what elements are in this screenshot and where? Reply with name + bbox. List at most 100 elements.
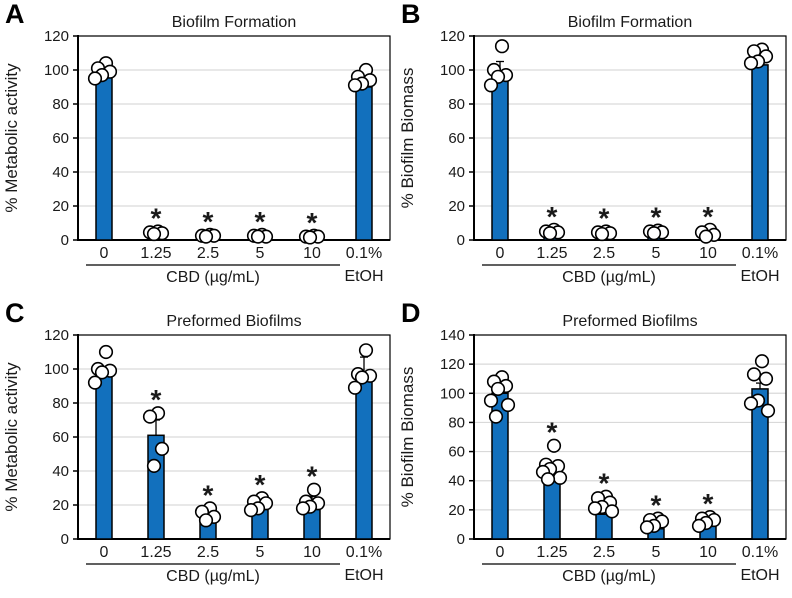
data-point	[87, 71, 103, 86]
data-point	[146, 458, 162, 473]
panel-letter-c: C	[5, 298, 25, 328]
significance-asterisk: *	[651, 490, 662, 521]
y-axis-title: % Metabolic activity	[2, 362, 21, 512]
chart-title: Biofilm Formation	[172, 14, 296, 31]
data-point	[500, 397, 516, 413]
data-point	[760, 403, 776, 418]
data-point	[354, 370, 370, 385]
panel-d: D 0 20 40 60 80 100 120 140 * * * * 0 1.25 2.5 5 10 0.1% E…	[396, 299, 792, 598]
y-tick-label: 120	[44, 28, 69, 45]
y-tick-label: 0	[61, 531, 69, 548]
chart-title: Biofilm Formation	[568, 14, 692, 31]
x-category-label: 0	[100, 544, 109, 561]
data-point	[546, 438, 562, 453]
y-tick-label: 40	[52, 164, 69, 181]
x-category-label: 2.5	[197, 245, 219, 262]
chart-title: Preformed Biofilms	[166, 313, 301, 330]
bar	[355, 86, 373, 241]
control-label-bottom: EtOH	[740, 567, 779, 584]
control-label-top: 0.1%	[742, 544, 778, 561]
x-category-label: 5	[652, 544, 661, 561]
bar	[491, 77, 509, 241]
significance-asterisk: *	[703, 488, 714, 519]
significance-asterisk: *	[547, 417, 558, 448]
y-tick-label: 140	[440, 327, 465, 344]
significance-asterisk: *	[599, 468, 610, 499]
data-point	[98, 344, 114, 360]
y-tick-label: 0	[457, 232, 465, 249]
bar	[355, 378, 373, 540]
x-category-label: 5	[256, 245, 265, 262]
data-point	[594, 226, 610, 242]
data-point	[746, 367, 762, 382]
data-point	[646, 226, 662, 241]
data-point	[639, 520, 655, 535]
x-category-label: 1.25	[536, 544, 567, 561]
y-tick-label: 60	[52, 429, 69, 446]
y-tick-label: 80	[52, 96, 69, 113]
data-point	[552, 470, 568, 485]
plot-frame	[473, 334, 787, 540]
significance-asterisk: *	[203, 206, 214, 237]
data-point	[691, 518, 707, 533]
control-label-bottom: EtOH	[740, 268, 779, 285]
y-tick-label: 0	[61, 232, 69, 249]
bar	[595, 513, 613, 540]
chart-c: 0 20 40 60 80 100 120 * * * * 0 1.25 2.5 5 10 0.1% EtOH CB…	[2, 313, 391, 585]
data-point	[243, 503, 259, 518]
x-category-label: 2.5	[593, 245, 615, 262]
data-point	[347, 380, 363, 395]
y-axis-title: % Biofilm Biomass	[398, 68, 417, 209]
bar	[95, 373, 113, 540]
data-point	[295, 501, 311, 516]
control-label-top: 0.1%	[346, 245, 382, 262]
control-label-top: 0.1%	[346, 544, 382, 561]
y-tick-label: 120	[440, 28, 465, 45]
y-tick-label: 80	[448, 414, 465, 431]
data-point	[142, 409, 158, 424]
significance-asterisk: *	[151, 203, 162, 234]
data-point	[302, 230, 318, 245]
significance-asterisk: *	[255, 206, 266, 237]
data-point	[358, 343, 374, 358]
x-category-label: 1.25	[140, 544, 171, 561]
significance-asterisk: *	[599, 203, 610, 234]
chart-b: 0 20 40 60 80 100 120 * * * * 0 1.25 2.5 5 10 0.1% EtOH CB…	[398, 14, 787, 286]
data-point	[542, 226, 558, 241]
data-point	[347, 78, 363, 93]
data-point	[488, 409, 504, 424]
x-category-label: 5	[256, 544, 265, 561]
bar	[95, 74, 113, 241]
x-category-label: 2.5	[197, 544, 219, 561]
y-tick-label: 100	[44, 62, 69, 79]
y-tick-label: 40	[448, 164, 465, 181]
significance-asterisk: *	[307, 207, 318, 238]
x-category-label: 2.5	[593, 544, 615, 561]
y-axis-title: % Biofilm Biomass	[398, 367, 417, 508]
data-point	[604, 504, 620, 519]
x-category-label: 0	[496, 245, 505, 262]
data-point	[87, 375, 103, 390]
group-label: CBD (µg/mL)	[166, 269, 260, 286]
chart-d: 0 20 40 60 80 100 120 140 * * * * 0 1.25 2.5 5 10 0.1% EtO…	[398, 313, 787, 585]
x-category-label: 0	[496, 544, 505, 561]
data-point	[483, 393, 499, 408]
control-label-bottom: EtOH	[344, 268, 383, 285]
y-tick-label: 20	[448, 198, 465, 215]
y-tick-label: 20	[448, 502, 465, 519]
panel-letter-a: A	[5, 0, 25, 29]
data-point	[94, 365, 110, 380]
y-tick-label: 100	[440, 385, 465, 402]
y-tick-label: 80	[52, 395, 69, 412]
x-category-label: 10	[303, 245, 321, 262]
data-point	[154, 441, 170, 456]
panel-letter-b: B	[401, 0, 421, 29]
panel-a: A 0 20 40 60 80 100 120 * * * * 0 1.25 2.5 5 10 0.1% EtOH…	[0, 0, 396, 299]
y-tick-label: 20	[52, 198, 69, 215]
y-tick-label: 20	[52, 497, 69, 514]
y-tick-label: 60	[448, 444, 465, 461]
data-point	[743, 56, 759, 71]
x-category-label: 1.25	[140, 245, 171, 262]
data-point	[540, 472, 556, 487]
